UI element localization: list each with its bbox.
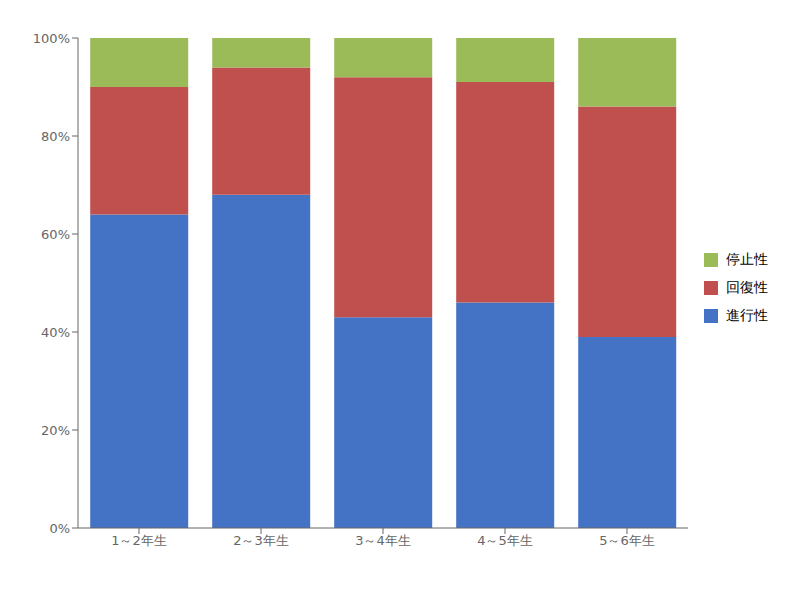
svg-text:40%: 40% xyxy=(41,325,70,340)
svg-text:0%: 0% xyxy=(49,521,70,536)
html-text:停止性: 停止性 xyxy=(726,251,768,267)
svg-text:100%: 100% xyxy=(33,31,70,46)
html-text:進行性: 進行性 xyxy=(726,307,768,323)
svg-text:4～5年生: 4～5年生 xyxy=(477,533,533,548)
svg-text:2～3年生: 2～3年生 xyxy=(233,533,289,548)
svg-text:3～4年生: 3～4年生 xyxy=(355,533,411,548)
html-text:回復性: 回復性 xyxy=(726,279,768,295)
svg-text:1～2年生: 1～2年生 xyxy=(111,533,167,548)
svg-text:60%: 60% xyxy=(41,227,70,242)
svg-text:5～6年生: 5～6年生 xyxy=(599,533,655,548)
svg-text:20%: 20% xyxy=(41,423,70,438)
svg-text:80%: 80% xyxy=(41,129,70,144)
